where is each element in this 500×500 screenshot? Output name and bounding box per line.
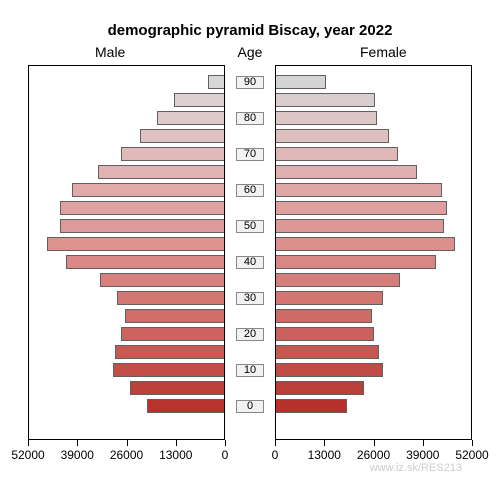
axis-tick xyxy=(324,440,325,446)
age-value: 20 xyxy=(235,329,265,340)
axis-tick xyxy=(28,440,29,446)
age-value: 90 xyxy=(235,77,265,88)
chart-title: demographic pyramid Biscay, year 2022 xyxy=(0,22,500,39)
age-value: 30 xyxy=(235,293,265,304)
axis-tick-label: 26000 xyxy=(349,449,399,461)
male-frame xyxy=(28,65,225,440)
male-label: Male xyxy=(95,44,125,60)
axis-tick-label: 13000 xyxy=(151,449,201,461)
axis-tick-label: 39000 xyxy=(52,449,102,461)
axis-tick xyxy=(423,440,424,446)
age-value: 80 xyxy=(235,113,265,124)
axis-tick-label: 0 xyxy=(200,449,250,461)
age-value: 0 xyxy=(235,401,265,412)
axis-tick-label: 39000 xyxy=(398,449,448,461)
axis-tick-label: 52000 xyxy=(3,449,53,461)
axis-tick xyxy=(374,440,375,446)
age-label: Age xyxy=(235,44,265,60)
age-value: 40 xyxy=(235,257,265,268)
axis-tick-label: 13000 xyxy=(299,449,349,461)
chart-container: demographic pyramid Biscay, year 2022 Ma… xyxy=(0,0,500,500)
age-value: 70 xyxy=(235,149,265,160)
age-value: 50 xyxy=(235,221,265,232)
axis-tick xyxy=(176,440,177,446)
axis-tick xyxy=(127,440,128,446)
watermark: www.iz.sk/RES213 xyxy=(370,462,462,474)
axis-tick-label: 26000 xyxy=(102,449,152,461)
axis-tick xyxy=(225,440,226,446)
axis-tick-label: 0 xyxy=(250,449,300,461)
axis-tick xyxy=(77,440,78,446)
axis-tick-label: 52000 xyxy=(447,449,497,461)
age-value: 10 xyxy=(235,365,265,376)
axis-tick xyxy=(472,440,473,446)
female-frame xyxy=(275,65,472,440)
age-value: 60 xyxy=(235,185,265,196)
female-label: Female xyxy=(360,44,407,60)
axis-tick xyxy=(275,440,276,446)
